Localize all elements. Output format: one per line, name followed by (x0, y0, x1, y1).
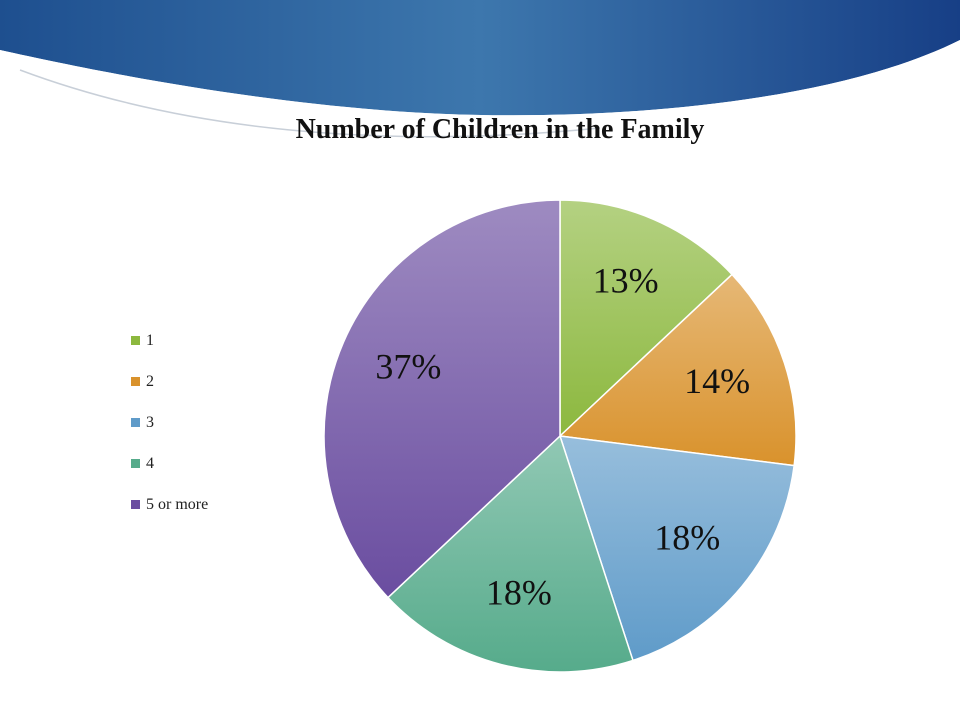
legend-swatch (131, 459, 140, 468)
pie-slice-1 (559, 199, 734, 438)
slice-label-1: 13% (593, 261, 659, 301)
legend-item-4: 4 (131, 443, 208, 484)
legend-item-5: 5 or more (131, 484, 208, 525)
legend-item-2: 2 (131, 361, 208, 402)
slice-label-3: 18% (654, 518, 720, 558)
chart-title: Number of Children in the Family (295, 114, 705, 145)
slice-label-4: 18% (486, 572, 552, 612)
pie-slice-4 (386, 434, 634, 673)
legend-label: 4 (146, 454, 154, 472)
pie-slice-2 (558, 273, 797, 467)
legend-swatch (131, 500, 140, 509)
header-banner (0, 0, 960, 138)
legend-swatch (131, 377, 140, 386)
pie-slice-3 (558, 435, 795, 662)
legend-item-1: 1 (131, 320, 208, 361)
legend: 1 2 3 4 5 or more (131, 320, 208, 525)
legend-item-3: 3 (131, 402, 208, 443)
pie-slice-5 (323, 199, 561, 599)
slice-label-5: 37% (375, 347, 441, 387)
legend-swatch (131, 418, 140, 427)
legend-label: 5 or more (146, 495, 209, 513)
legend-swatch (131, 336, 140, 345)
slice-label-2: 14% (684, 361, 750, 401)
legend-label: 2 (146, 372, 154, 390)
legend-label: 3 (146, 413, 154, 431)
legend-label: 1 (146, 331, 154, 349)
